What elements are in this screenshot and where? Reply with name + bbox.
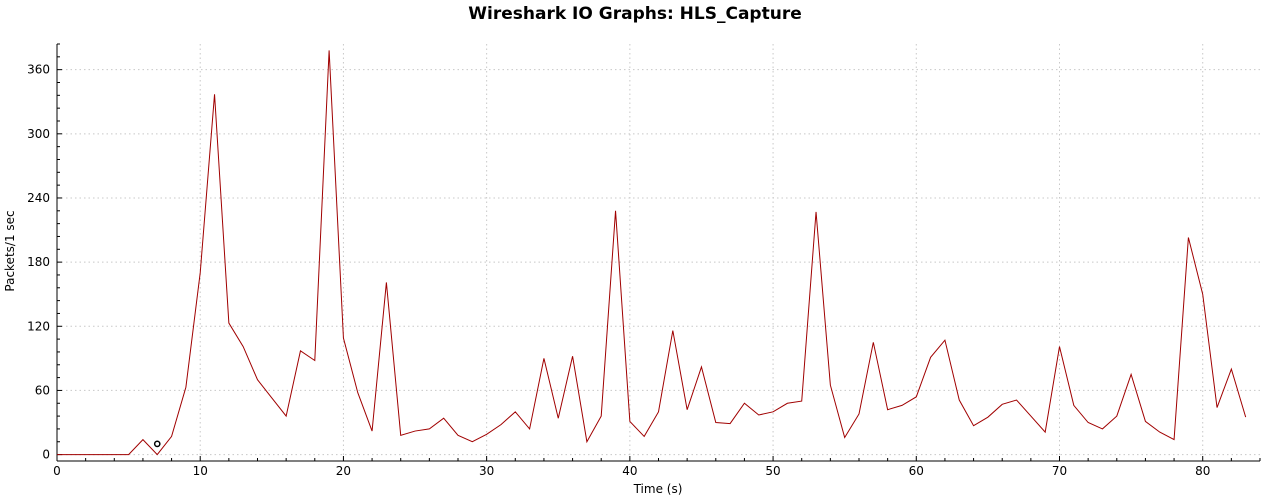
y-tick-label: 0 [42, 448, 50, 462]
x-tick-label: 0 [53, 464, 61, 478]
x-tick-label: 60 [909, 464, 924, 478]
y-tick-label: 120 [27, 319, 50, 333]
point-marker[interactable] [155, 441, 160, 446]
x-axis-ticks: 0 10 20 30 40 50 60 70 80 [53, 456, 1260, 478]
x-tick-label: 40 [622, 464, 637, 478]
plot-area [57, 50, 1246, 454]
x-tick-label: 80 [1195, 464, 1210, 478]
y-tick-label: 360 [27, 63, 50, 77]
x-tick-label: 20 [336, 464, 351, 478]
x-tick-label: 30 [479, 464, 494, 478]
y-tick-label: 60 [35, 383, 50, 397]
x-axis-label: Time (s) [633, 482, 683, 496]
grid-lines [57, 44, 1260, 461]
y-tick-label: 180 [27, 255, 50, 269]
x-tick-label: 70 [1052, 464, 1067, 478]
x-tick-label: 10 [193, 464, 208, 478]
chart-title: Wireshark IO Graphs: HLS_Capture [468, 4, 801, 24]
y-tick-label: 300 [27, 127, 50, 141]
y-tick-label: 240 [27, 191, 50, 205]
x-tick-label: 50 [765, 464, 780, 478]
y-axis-label: Packets/1 sec [3, 210, 17, 291]
axes [57, 44, 1260, 461]
series-line-0 [57, 50, 1246, 454]
